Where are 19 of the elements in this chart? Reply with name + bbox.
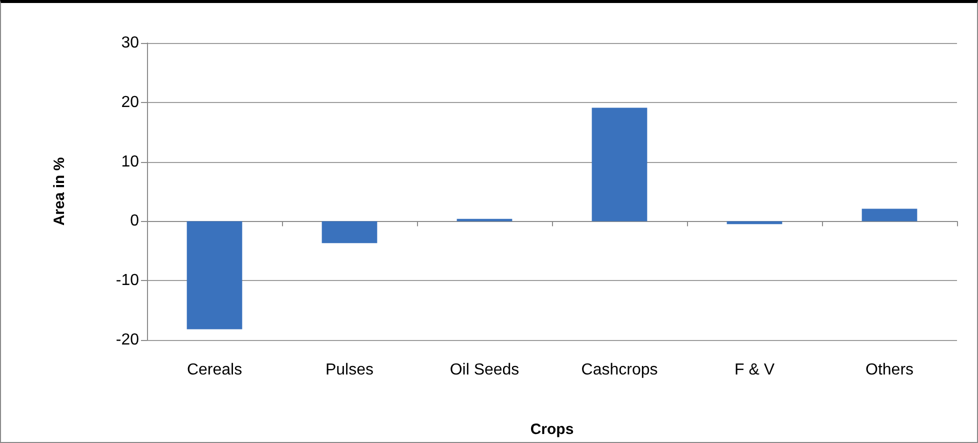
bar [726,221,782,224]
bar [186,221,242,330]
y-tick-label: -10 [116,272,140,290]
x-tick-label: Pulses [325,362,374,378]
bar [322,221,378,244]
bar [862,208,918,222]
x-tick-label: Cashcrops [581,362,658,378]
y-tick-label: 30 [121,34,140,52]
x-axis-title: Crops [530,421,574,438]
x-tick-label: Others [865,362,914,378]
x-tick-label: Oil Seeds [450,362,520,378]
y-tick-label: 10 [121,153,140,170]
y-tick-label: 20 [121,94,140,111]
bar [592,108,648,222]
y-tick-label: 0 [130,212,140,230]
x-tick-label: F & V [734,362,775,378]
x-tick-label: Cereals [186,362,242,378]
y-tick-label: -20 [116,332,140,348]
y-axis-title: Area in % [51,157,68,226]
